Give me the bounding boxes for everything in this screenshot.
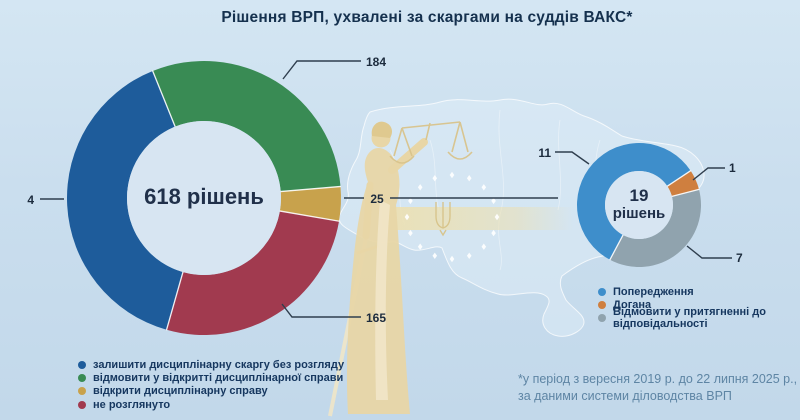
legend-right-item: Догана (598, 298, 800, 311)
donut-slice (667, 170, 699, 197)
star-icon (491, 197, 496, 205)
legend-left-label: не розглянуто (93, 398, 171, 411)
legend-dot-icon (78, 360, 86, 369)
star-icon (481, 243, 487, 250)
slice-separator (666, 169, 692, 188)
leader-line (686, 245, 732, 259)
slice-separator (165, 271, 184, 331)
star-icon (491, 229, 496, 237)
donut-hole (127, 121, 281, 275)
left-donut-legend: залишити дисциплінарну скаргу без розгля… (78, 358, 344, 412)
footnote-line1: *у період з вересня 2019 р. до 22 липня … (518, 372, 798, 386)
slice-separator (151, 70, 176, 128)
legend-right-label: Догана (613, 299, 652, 312)
slice-separator (280, 185, 342, 193)
legend-dot-icon (78, 387, 86, 396)
legend-dot-icon (598, 301, 606, 310)
legend-right-label: Попередження (613, 285, 694, 298)
slice-value-label: 11 (538, 146, 551, 160)
leader-line (281, 303, 361, 318)
legend-left-label: залишити дисциплінарну скаргу без розгля… (93, 358, 345, 371)
legend-dot-icon (78, 400, 86, 409)
leader-line (282, 60, 361, 80)
legend-left-item: відмовити у відкритті дисциплінарної спр… (78, 371, 344, 384)
leader-line (555, 151, 590, 165)
legend-dot-icon (598, 287, 606, 296)
slice-value-label: 25 (370, 192, 384, 206)
star-icon (481, 184, 487, 191)
donut-slice (279, 186, 341, 222)
slice-separator (279, 210, 340, 222)
legend-dot-icon (78, 374, 86, 383)
slice-value-label: 184 (366, 55, 386, 69)
donut-slice (609, 189, 701, 267)
chart-title: Рішення ВРП, ухвалені за скаргами на суд… (221, 9, 633, 26)
footnote-line2: за даними системи діловодства ВРП (518, 389, 732, 403)
footnote: *у період з вересня 2019 р. до 22 липня … (518, 371, 797, 405)
donut-hole (605, 171, 673, 239)
slice-separator (671, 188, 700, 198)
legend-left-item: залишити дисциплінарну скаргу без розгля… (78, 358, 344, 371)
star-icon (494, 213, 500, 221)
star-icon (432, 174, 438, 182)
star-icon (432, 252, 438, 260)
left-donut-center-label: 618 рішень (144, 184, 264, 209)
slice-value-label: 7 (736, 251, 743, 265)
donut-slice (166, 211, 340, 336)
slice-value-label: 165 (366, 311, 386, 325)
star-icon (404, 213, 410, 221)
stars-ring (404, 171, 500, 263)
donut-slice (152, 60, 341, 192)
donut-slice (67, 70, 183, 330)
scales-icon (389, 121, 473, 164)
star-icon (466, 174, 472, 182)
right-donut-center-value: 19 (629, 186, 649, 205)
legend-left-label: відмовити у відкритті дисциплінарної спр… (93, 372, 344, 385)
legend-right-item: Відмовити у притягненні до відповідально… (598, 306, 800, 330)
legend-right-item: Попередження (598, 285, 800, 298)
slice-value-label: 1 (729, 161, 736, 175)
legend-left-label: відкрити дисциплінарну справу (93, 385, 268, 398)
trident-emblem (435, 202, 451, 237)
right-donut-center-unit: рішень (612, 205, 666, 222)
slice-value-label: 4 (27, 193, 34, 207)
legend-left-item: не розглянуто (78, 398, 344, 411)
lady-justice-watermark (328, 121, 473, 417)
right-donut-legend: Попередження Догана Відмовити у притягненн… (598, 285, 800, 330)
star-icon (417, 243, 423, 250)
star-icon (466, 252, 472, 260)
flag-band (382, 207, 574, 230)
star-icon (408, 197, 413, 205)
star-icon (408, 229, 413, 237)
legend-right-label: Відмовити у притягненні до відповідально… (613, 306, 766, 331)
star-icon (449, 255, 455, 263)
legend-dot-icon (598, 314, 606, 323)
legend-left-item: відкрити дисциплінарну справу (78, 385, 344, 398)
slice-separator (609, 234, 624, 261)
right-donut-center-label: 19 рішень (579, 186, 699, 222)
donut-slice (576, 142, 691, 260)
star-icon (417, 184, 423, 191)
leader-line (692, 167, 725, 181)
star-icon (449, 171, 455, 179)
